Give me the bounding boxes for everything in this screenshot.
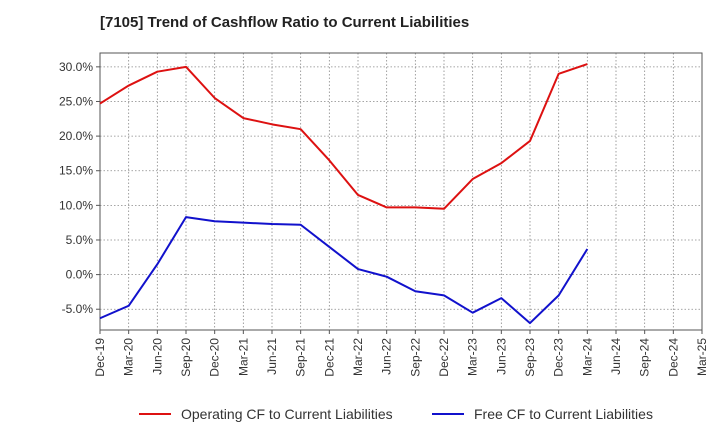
x-tick-label: Jun-22: [380, 338, 394, 375]
y-tick-label: 10.0%: [59, 198, 93, 212]
x-tick-label: Mar-21: [236, 338, 250, 376]
x-tick-label: Dec-23: [552, 338, 566, 377]
y-tick-label: 30.0%: [59, 60, 93, 74]
x-tick-label: Jun-21: [265, 338, 279, 375]
x-tick-label: Sep-22: [408, 338, 422, 377]
series-line-1: [99, 63, 588, 210]
x-tick-label: Mar-20: [122, 338, 136, 376]
y-tick-label: -5.0%: [62, 302, 94, 316]
x-tick-label: Dec-22: [437, 338, 451, 377]
x-tick-label: Dec-19: [93, 338, 107, 377]
x-tick-label: Jun-24: [609, 338, 623, 375]
series-line-2: [99, 216, 589, 325]
y-tick-label: 0.0%: [66, 268, 94, 282]
x-tick-label: Dec-20: [208, 338, 222, 377]
x-tick-label: Jun-20: [150, 338, 164, 375]
x-tick-label: Sep-21: [294, 338, 308, 377]
y-axis-ticks: -5.0% 0.0% 5.0% 10.0% 15.0% 20.0% 25.0% 30.0%: [59, 60, 100, 316]
y-tick-label: 20.0%: [59, 129, 93, 143]
x-tick-label: Mar-25: [695, 338, 709, 376]
legend-label-1: Operating CF to Current Liabilities: [181, 406, 393, 422]
x-tick-label: Dec-24: [666, 338, 680, 377]
x-tick-label: Sep-23: [523, 338, 537, 377]
x-axis-ticks: Dec-19 Mar-20 Jun-20 Sep-20 Dec-20 Mar-21 Jun-…: [93, 330, 709, 377]
grid: [99, 53, 703, 330]
chart-title: [7105] Trend of Cashflow Ratio to Curren…: [100, 14, 470, 31]
y-tick-label: 5.0%: [66, 233, 94, 247]
series-lines: [99, 63, 589, 325]
x-tick-label: Sep-24: [638, 338, 652, 377]
x-tick-label: Jun-23: [494, 338, 508, 375]
y-tick-label: 15.0%: [59, 164, 93, 178]
x-tick-label: Dec-21: [322, 338, 336, 377]
legend: Operating CF to Current Liabilities Free …: [139, 406, 653, 422]
x-tick-label: Mar-24: [580, 338, 594, 376]
y-tick-label: 25.0%: [59, 94, 93, 108]
x-tick-label: Mar-23: [466, 338, 480, 376]
x-tick-label: Sep-20: [179, 338, 193, 377]
plot-frame: [99, 52, 703, 331]
x-tick-label: Mar-22: [351, 338, 365, 376]
legend-label-2: Free CF to Current Liabilities: [474, 406, 653, 422]
